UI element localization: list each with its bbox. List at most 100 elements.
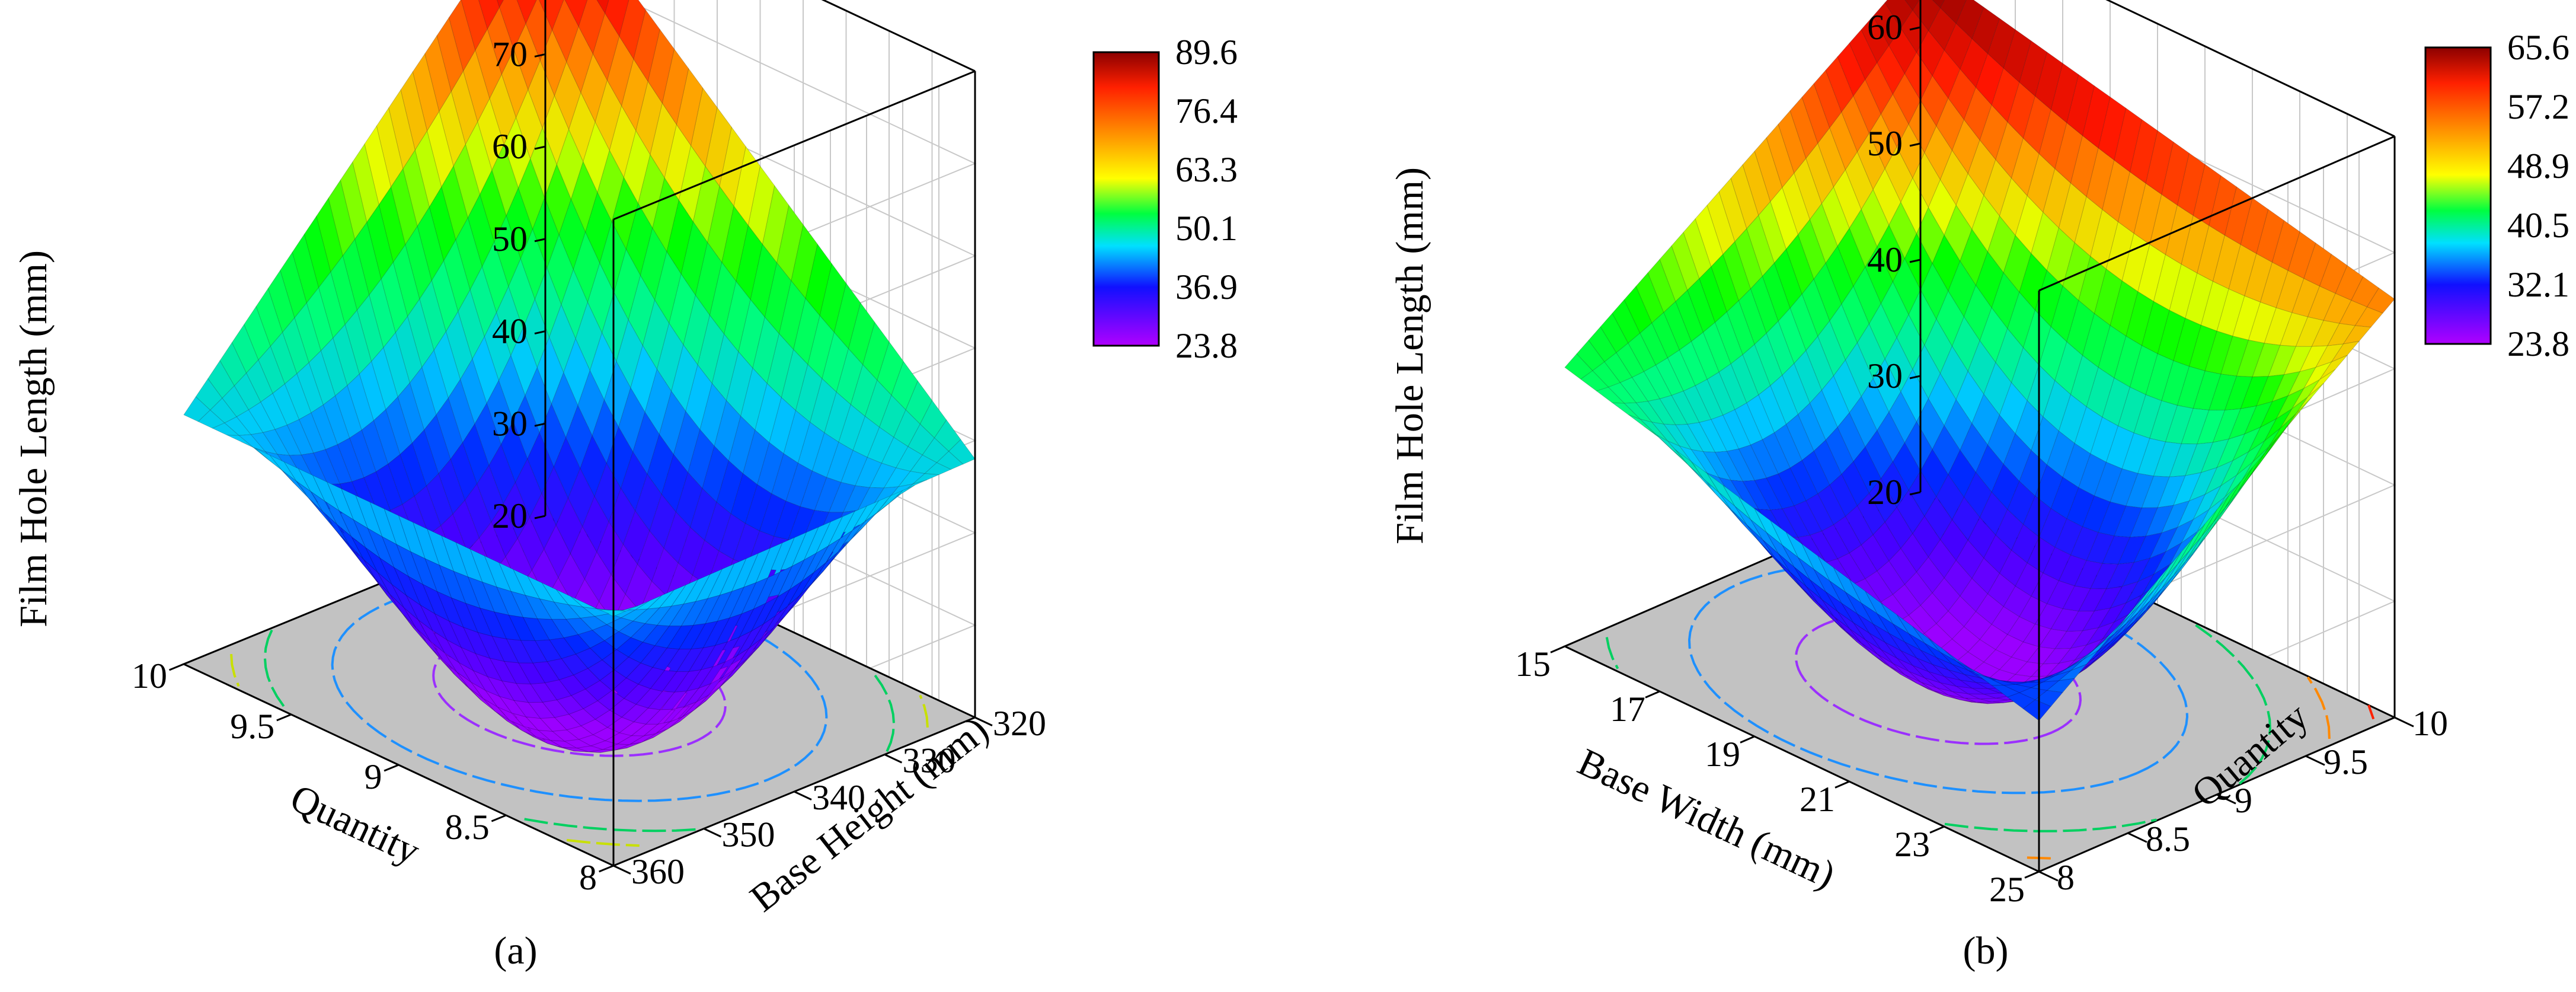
b-surface-cell xyxy=(2094,632,2123,658)
a-surface-cell xyxy=(465,121,493,196)
b-surface-cell xyxy=(2212,481,2241,524)
b-surface-cell xyxy=(1706,191,1736,255)
a-surface-cell xyxy=(455,216,482,291)
b-surface-cell xyxy=(2098,623,2127,651)
a-surface-cell xyxy=(555,497,583,554)
a-surface-cell xyxy=(436,17,464,92)
a-surface-cell xyxy=(503,116,531,189)
a-surface-cell xyxy=(570,161,598,233)
a-surface-cell xyxy=(584,191,612,264)
a-z-tick-mark xyxy=(534,422,546,427)
b-z-tick-label: 30 xyxy=(1867,356,1903,395)
a-x-tick-mark xyxy=(169,663,184,671)
b-z-axis-title: Film Hole Length (mm) xyxy=(1388,167,1431,544)
b-response-surface xyxy=(1564,0,2395,721)
a-surface-cell xyxy=(864,495,891,522)
a-surface-cell xyxy=(881,436,909,468)
a-surface-cell xyxy=(494,215,521,288)
a-surface-cell xyxy=(445,310,473,380)
b-z-tick-label: 50 xyxy=(1867,124,1903,163)
a-surface-cell xyxy=(400,71,428,151)
b-x-tick-label: 23 xyxy=(1894,825,1930,864)
b-surface-cell xyxy=(1987,677,2016,686)
b-surface-cell xyxy=(2145,575,2174,611)
a-surface-cell xyxy=(448,0,476,72)
b-z-tick-mark xyxy=(1909,26,1921,31)
a-surface-cell xyxy=(827,511,855,547)
b-frame-edge xyxy=(2105,0,2395,138)
b-y-tick-mark xyxy=(2394,716,2414,728)
b-y-tick-label: 9 xyxy=(2235,781,2252,820)
b-y-tick-mark xyxy=(2216,793,2236,805)
b-contour-line xyxy=(1944,818,2157,832)
a-surface-cell xyxy=(568,91,596,162)
a-surface-cell xyxy=(561,269,588,340)
b-contour-line xyxy=(2195,624,2271,785)
a-surface-cell xyxy=(426,473,453,527)
b-surface-cell xyxy=(1623,285,1653,334)
b-surface-cell xyxy=(2165,537,2194,578)
b-z-tick-label: 40 xyxy=(1867,240,1903,279)
a-surface-cell xyxy=(464,483,492,539)
b-surface-cell xyxy=(1813,69,1842,129)
a-surface-cell xyxy=(542,699,570,718)
a-surface-cell xyxy=(564,0,588,27)
a-surface-cell xyxy=(541,582,569,605)
a-surface-cell xyxy=(776,559,805,598)
a-x-tick-label: 10 xyxy=(132,656,167,696)
a-surface-cell xyxy=(539,717,568,732)
b-surface-cell xyxy=(1789,97,1818,160)
b-y-tick-label: 8 xyxy=(2057,858,2075,897)
a-surface-cell xyxy=(498,0,526,50)
b-colorbar-label: 57.2 xyxy=(2507,87,2569,126)
b-surface-cell xyxy=(1588,326,1617,362)
a-surface-cell xyxy=(294,302,321,363)
a-surface-cell xyxy=(584,602,612,611)
a-surface-cell xyxy=(478,0,500,30)
b-surface-cell xyxy=(1635,272,1664,324)
b-y-tick-mark xyxy=(2038,870,2059,882)
a-y-tick-label: 320 xyxy=(993,704,1046,743)
a-surface-cell xyxy=(581,496,609,553)
b-z-tick-mark xyxy=(1909,491,1921,496)
a-surface-cell xyxy=(399,442,427,497)
a-surface-cell xyxy=(666,199,693,275)
b-surface-cell xyxy=(1861,15,1890,63)
a-y-tick-mark xyxy=(613,865,631,875)
a-surface-cell xyxy=(515,88,543,160)
b-colorbar-label: 32.1 xyxy=(2507,265,2569,304)
a-surface-cell xyxy=(479,607,507,640)
a-surface-cell xyxy=(544,163,571,236)
a-surface-cell xyxy=(573,668,600,690)
a-surface-cell xyxy=(340,161,367,240)
a-y-tick-label: 360 xyxy=(631,852,685,891)
b-surface-cell xyxy=(1628,414,1656,435)
a-surface-cell xyxy=(183,396,211,422)
b-x-tick-mark xyxy=(1834,780,1850,789)
a-surface-cell xyxy=(469,548,497,588)
a-surface-cell xyxy=(514,458,542,518)
a-surface-cell xyxy=(356,294,384,362)
b-surface-cell xyxy=(2236,453,2265,494)
a-z-axis-ticks: 2030405060708090 xyxy=(492,34,546,535)
b-colorbar-label: 23.8 xyxy=(2507,324,2569,363)
a-surface-cell xyxy=(575,647,603,669)
a-surface-cell xyxy=(412,53,440,132)
a-surface-cell xyxy=(742,429,770,485)
a-surface-cell xyxy=(318,271,346,339)
b-surface-cell xyxy=(1612,299,1641,344)
b-surface-cell xyxy=(1939,0,1967,24)
b-surface-cell xyxy=(1564,353,1593,380)
b-surface-cell xyxy=(1904,0,1920,11)
a-surface-cell xyxy=(207,360,235,399)
a-surface-cell xyxy=(501,48,529,119)
b-surface-cell xyxy=(1702,451,1731,481)
b-surface-cell xyxy=(1718,177,1747,243)
b-z-tick-mark xyxy=(1909,375,1921,379)
a-surface-cell xyxy=(462,49,490,123)
a-z-axis-title: Film Hole Length (mm) xyxy=(12,250,55,627)
a-quantity-axis-ticks: 10 9.5 9 8.5 8 xyxy=(132,656,614,897)
a-surface-cell xyxy=(583,700,611,720)
a-surface-cell xyxy=(719,126,746,207)
b-x-tick-label: 21 xyxy=(1800,780,1835,819)
